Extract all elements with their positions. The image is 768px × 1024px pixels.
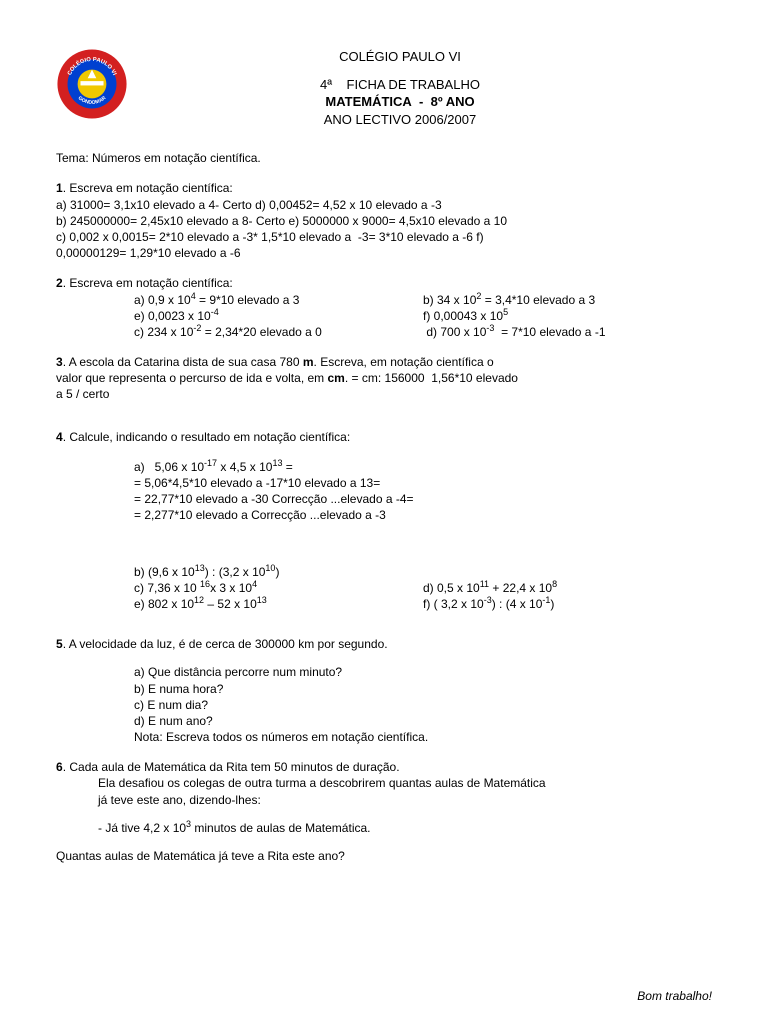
q2-title: . Escreva em notação científica:: [63, 276, 233, 290]
q2-num: 2: [56, 276, 63, 290]
q4-e: e) 802 x 1012 – 52 x 1013: [134, 596, 423, 612]
q3-l3: a 5 / certo: [56, 386, 712, 402]
q6-l1: . Cada aula de Matemática da Rita tem 50…: [63, 760, 400, 774]
q6-quote: - Já tive 4,2 x 103 minutos de aulas de …: [56, 820, 712, 836]
q5-title: . A velocidade da luz, é de cerca de 300…: [63, 637, 388, 651]
q2-e: e) 0,0023 x 10-4: [134, 308, 423, 324]
q5-nota: Nota: Escreva todos os números em notaçã…: [56, 729, 712, 745]
q4-num: 4: [56, 430, 63, 444]
question-2: 2. Escreva em notação científica: a) 0,9…: [56, 275, 712, 340]
q4-f: f) ( 3,2 x 10-3) : (4 x 10-1): [423, 596, 712, 612]
subject-line: MATEMÁTICA - 8º ANO: [168, 93, 632, 111]
q2-b: b) 34 x 102 = 3,4*10 elevado a 3: [423, 292, 712, 308]
q4-c: c) 7,36 x 10 16x 3 x 104: [134, 580, 423, 596]
q2-d: d) 700 x 10-3 = 7*10 elevado a -1: [423, 324, 712, 340]
header: COLÉGIO PAULO VI GONDOMAR COLÉGIO PAULO …: [56, 48, 712, 128]
q6-last: Quantas aulas de Matemática já teve a Ri…: [56, 848, 712, 864]
q4-a3: = 22,77*10 elevado a -30 Correcção ...el…: [56, 491, 712, 507]
worksheet-line: 4ª FICHA DE TRABALHO: [168, 76, 632, 94]
q2-c: c) 234 x 10-2 = 2,34*20 elevado a 0: [134, 324, 423, 340]
q1-num: 1: [56, 181, 63, 195]
q3-num: 3: [56, 355, 63, 369]
q6-l2: Ela desafiou os colegas de outra turma a…: [56, 775, 712, 791]
year-line: ANO LECTIVO 2006/2007: [168, 111, 632, 129]
q1-title: . Escreva em notação científica:: [63, 181, 233, 195]
q5-a: a) Que distância percorre num minuto?: [56, 664, 712, 680]
header-text: COLÉGIO PAULO VI 4ª FICHA DE TRABALHO MA…: [168, 48, 712, 128]
q4-title: . Calcule, indicando o resultado em nota…: [63, 430, 351, 444]
q4-a4: = 2,277*10 elevado a Correcção ...elevad…: [56, 507, 712, 523]
q1-c: c) 0,002 x 0,0015= 2*10 elevado a -3* 1,…: [56, 229, 712, 245]
q5-c: c) E num dia?: [56, 697, 712, 713]
q1-d: 0,00000129= 1,29*10 elevado a -6: [56, 245, 712, 261]
school-name: COLÉGIO PAULO VI: [168, 48, 632, 66]
school-logo: COLÉGIO PAULO VI GONDOMAR: [56, 48, 128, 120]
q5-b: b) E numa hora?: [56, 681, 712, 697]
footer: Bom trabalho!: [637, 988, 712, 1004]
q2-f: f) 0,00043 x 105: [423, 308, 712, 324]
q6-l3: já teve este ano, dizendo-lhes:: [56, 792, 712, 808]
q2-a: a) 0,9 x 104 = 9*10 elevado a 3: [134, 292, 423, 308]
tema: Tema: Números em notação científica.: [56, 150, 712, 166]
question-6: 6. Cada aula de Matemática da Rita tem 5…: [56, 759, 712, 864]
q5-d: d) E num ano?: [56, 713, 712, 729]
q4-b: b) (9,6 x 1013) : (3,2 x 1010): [56, 564, 712, 580]
question-4: 4. Calcule, indicando o resultado em not…: [56, 429, 712, 613]
q5-num: 5: [56, 637, 63, 651]
question-3: 3. A escola da Catarina dista de sua cas…: [56, 354, 712, 403]
question-1: 1. Escreva em notação científica: a) 310…: [56, 180, 712, 261]
q4-a2: = 5,06*4,5*10 elevado a -17*10 elevado a…: [56, 475, 712, 491]
question-5: 5. A velocidade da luz, é de cerca de 30…: [56, 636, 712, 745]
q4-a1: a) 5,06 x 10-17 x 4,5 x 1013 =: [56, 459, 712, 475]
q4-d: d) 0,5 x 1011 + 22,4 x 108: [423, 580, 712, 596]
q6-num: 6: [56, 760, 63, 774]
q1-a: a) 31000= 3,1x10 elevado a 4- Certo d) 0…: [56, 197, 712, 213]
q1-b: b) 245000000= 2,45x10 elevado a 8- Certo…: [56, 213, 712, 229]
